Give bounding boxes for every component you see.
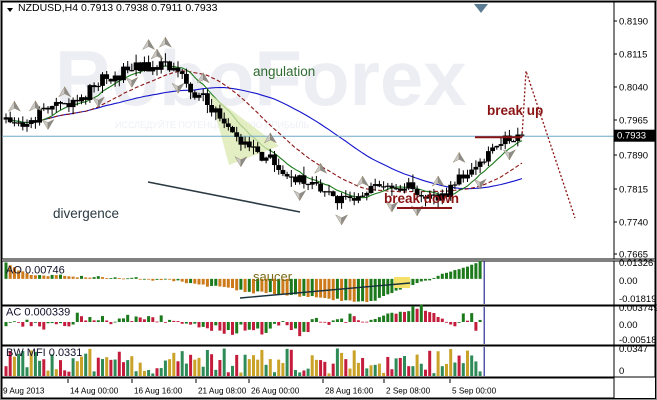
svg-text:9 Aug 2013: 9 Aug 2013 — [3, 387, 45, 396]
svg-text:break up: break up — [487, 103, 543, 118]
svg-text:0.7890: 0.7890 — [619, 150, 648, 161]
svg-text:0: 0 — [619, 366, 624, 377]
svg-text:0.7740: 0.7740 — [619, 217, 648, 228]
svg-text:angulation: angulation — [253, 64, 315, 79]
svg-text:AC 0.000339: AC 0.000339 — [6, 307, 70, 319]
svg-text:0.003749: 0.003749 — [619, 303, 657, 314]
svg-text:0.00: 0.00 — [619, 276, 638, 287]
svg-text:0.01326: 0.01326 — [619, 258, 653, 269]
svg-text:28 Aug 16:00: 28 Aug 16:00 — [325, 387, 374, 396]
svg-text:divergence: divergence — [53, 206, 119, 221]
svg-text:0.00: 0.00 — [619, 320, 638, 331]
svg-text:16 Aug 16:00: 16 Aug 16:00 — [134, 387, 183, 396]
svg-text:5 Sep 00:00: 5 Sep 00:00 — [452, 387, 497, 396]
svg-text:21 Aug 08:00: 21 Aug 08:00 — [198, 387, 247, 396]
svg-text:0.8115: 0.8115 — [619, 49, 647, 60]
svg-text:26 Aug 00:00: 26 Aug 00:00 — [251, 387, 300, 396]
svg-text:0.0347: 0.0347 — [619, 344, 648, 355]
svg-text:0.8190: 0.8190 — [619, 16, 648, 27]
svg-text:0.7815: 0.7815 — [619, 184, 648, 195]
svg-text:break down: break down — [384, 191, 459, 206]
svg-text:0.7933: 0.7933 — [617, 131, 646, 142]
svg-text:0.8040: 0.8040 — [619, 82, 648, 93]
svg-text:AO 0.00746: AO 0.00746 — [6, 265, 65, 277]
svg-text:BW MFI 0.0331: BW MFI 0.0331 — [6, 347, 82, 359]
svg-text:saucer: saucer — [253, 269, 293, 284]
svg-text:NZDUSD,H4 0.7913 0.7938 0.791: NZDUSD,H4 0.7913 0.7938 0.7911 0.7933 — [18, 2, 218, 14]
svg-text:2 Sep 08:00: 2 Sep 08:00 — [386, 387, 431, 396]
svg-text:14 Aug 00:00: 14 Aug 00:00 — [70, 387, 119, 396]
svg-text:ИССЛЕДУЙТЕ ПОТЕНЦИАЛЬНУЮ ПРИБЫ: ИССЛЕДУЙТЕ ПОТЕНЦИАЛЬНУЮ ПРИБЫЛЬ — [115, 119, 310, 130]
svg-text:0.7965: 0.7965 — [619, 115, 648, 126]
